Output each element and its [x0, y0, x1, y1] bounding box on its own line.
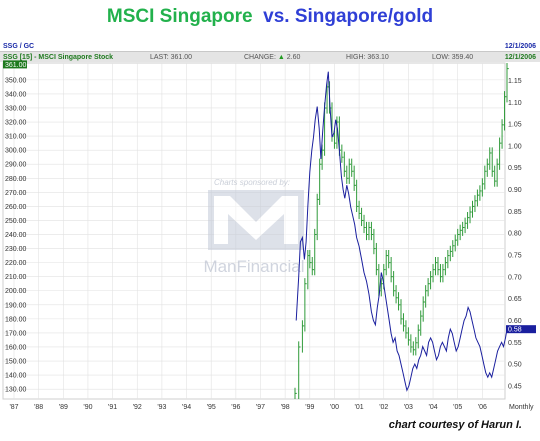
left-tick-label: 130.00 [5, 387, 27, 394]
stock-date: 12/1/2006 [504, 53, 536, 61]
left-tick-label: 270.00 [5, 190, 27, 197]
left-tick-label: 290.00 [5, 162, 27, 169]
x-tick-label: '87 [9, 404, 18, 411]
x-tick-label: '96 [231, 404, 240, 411]
right-tick-label: 0.90 [508, 187, 522, 194]
left-tick-label: 200.00 [5, 288, 27, 295]
left-tick-label: 250.00 [5, 218, 27, 225]
x-axis: '87 '88 '89 '90 '91 '92 '93 '94 '95 '96 '97 '98 '99 '… [9, 404, 534, 411]
left-tick-label: 260.00 [5, 204, 27, 211]
right-tick-label: 0.95 [508, 165, 522, 172]
change-value: 2.60 [286, 53, 301, 61]
x-tick-label: '95 [207, 404, 216, 411]
x-tick-label: '93 [157, 404, 166, 411]
ratio-date: 12/1/2006 [504, 42, 536, 50]
info-bar-ratio: SSG / GC 12/1/2006 [0, 41, 540, 52]
left-tick-label: 300.00 [5, 148, 27, 155]
x-tick-label: '00 [330, 404, 339, 411]
x-tick-label: '88 [34, 404, 43, 411]
stock-symbol: SSG [15] - MSCI Singapore Stock [3, 53, 114, 61]
x-tick-label: '89 [59, 404, 68, 411]
left-tick-label: 320.00 [5, 120, 27, 127]
change-arrow-icon: ▲ [277, 53, 285, 61]
right-tick-label: 1.15 [508, 78, 522, 85]
low-label: LOW: [432, 53, 450, 61]
left-tick-label: 330.00 [5, 105, 27, 112]
left-tick-label: 240.00 [5, 232, 27, 239]
title-part1: MSCI Singapore [106, 6, 253, 27]
right-tick-label: 0.50 [508, 362, 522, 369]
left-tick-label: 150.00 [5, 359, 27, 366]
left-tick-label: 340.00 [5, 91, 27, 98]
left-tick-label: 310.00 [5, 134, 27, 141]
title-part2: Singapore/gold [294, 6, 434, 27]
left-axis: 130.00 140.00 150.00 160.00 170.00 180.00 190.… [5, 77, 27, 393]
high-label: HIGH: [346, 53, 366, 61]
manfinancial-logo-icon [208, 190, 304, 250]
left-tick-label: 220.00 [5, 260, 27, 267]
x-tick-label: '01 [355, 404, 364, 411]
right-tick-label: 1.05 [508, 122, 522, 129]
change-label: CHANGE: [244, 53, 276, 61]
right-tick-label: 1.10 [508, 100, 522, 107]
last-value-flag-left [3, 60, 27, 69]
last-value: 361.00 [170, 53, 193, 61]
x-tick-label: '02 [379, 404, 388, 411]
left-tick-label: 140.00 [5, 373, 27, 380]
right-axis: 0.45 0.50 0.55 0.60 0.65 0.70 0.75 0.80 0.85 0.90… [508, 78, 522, 390]
last-value-left: 361.00 [5, 62, 27, 69]
low-value: 359.40 [451, 53, 474, 61]
x-tick-label: '04 [428, 404, 437, 411]
last-value-right: 0.58 [508, 327, 522, 334]
ratio-series-line [295, 71, 508, 392]
x-tick-label: '03 [404, 404, 413, 411]
info-bar-stock: SSG [15] - MSCI Singapore Stock LAST: 36… [0, 52, 540, 62]
chart-title: MSCI Singapore vs. Singapore/gold [0, 6, 540, 28]
change-group: CHANGE: ▲ 2.60 [244, 54, 300, 61]
right-tick-label: 0.75 [508, 253, 522, 260]
last-value-flag-right [506, 325, 536, 334]
x-tick-label: '05 [453, 404, 462, 411]
low-group: LOW: 359.40 [432, 54, 473, 61]
left-tick-label: 170.00 [5, 330, 27, 337]
right-tick-label: 0.45 [508, 383, 522, 390]
last-group: LAST: 361.00 [150, 54, 192, 61]
x-tick-label: '99 [305, 404, 314, 411]
ratio-symbol: SSG / GC [3, 42, 35, 50]
x-tick-label: '92 [133, 404, 142, 411]
right-tick-label: 0.65 [508, 296, 522, 303]
left-tick-label: 160.00 [5, 344, 27, 351]
left-tick-label: 190.00 [5, 302, 27, 309]
right-tick-label: 0.60 [508, 318, 522, 325]
watermark-sponsor-text: Charts sponsored by: [214, 178, 290, 187]
x-tick-label: '97 [256, 404, 265, 411]
left-tick-label: 230.00 [5, 246, 27, 253]
right-tick-label: 1.00 [508, 143, 522, 150]
x-tick-label: '91 [108, 404, 117, 411]
high-value: 363.10 [367, 53, 389, 61]
left-tick-label: 350.00 [5, 77, 27, 84]
left-tick-label: 180.00 [5, 316, 27, 323]
title-vs: vs. [263, 6, 290, 27]
credit-text: chart courtesy of Harun I. [388, 419, 522, 431]
right-tick-label: 0.70 [508, 274, 522, 281]
right-tick-label: 0.80 [508, 231, 522, 238]
x-period-label: Monthly [509, 404, 534, 411]
last-label: LAST: [150, 53, 169, 61]
x-tick-label: '98 [281, 404, 290, 411]
left-tick-label: 280.00 [5, 176, 27, 183]
x-tick-label: '94 [182, 404, 191, 411]
watermark-brand: ManFinancial [203, 257, 304, 276]
high-group: HIGH: 363.10 [346, 54, 389, 61]
watermark: Charts sponsored by: ManFinancial [203, 178, 304, 276]
gridlines [3, 63, 505, 399]
right-tick-label: 0.85 [508, 209, 522, 216]
right-tick-label: 0.55 [508, 340, 522, 347]
x-tick-label: '06 [478, 404, 487, 411]
x-tick-label: '90 [83, 404, 92, 411]
last-value-labels: 361.00 0.58 [3, 60, 536, 334]
left-tick-label: 210.00 [5, 274, 27, 281]
